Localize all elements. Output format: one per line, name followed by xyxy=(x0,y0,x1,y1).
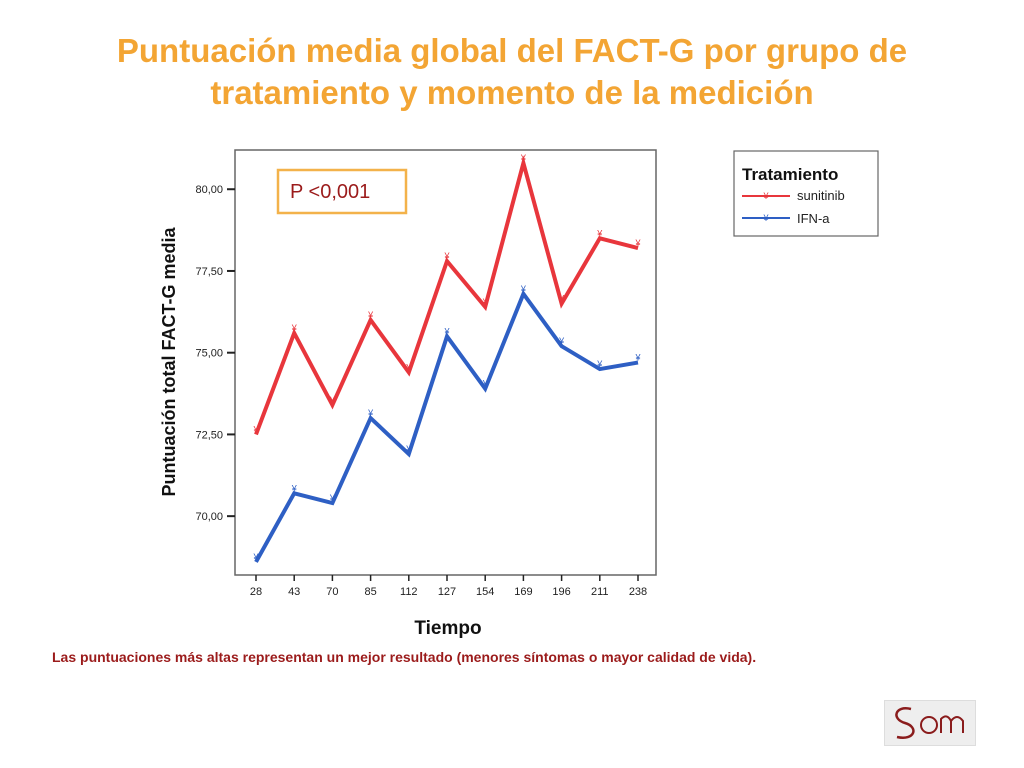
y-axis: 70,00 72,50 75,00 77,50 80,00 xyxy=(195,184,235,523)
legend-title: Tratamiento xyxy=(742,165,838,184)
data-point-ifn-112: ¥ xyxy=(405,444,412,454)
logo-swoosh xyxy=(895,707,915,739)
data-point-sunitinib-112: ¥ xyxy=(405,362,412,372)
data-point-sunitinib-238: ¥ xyxy=(634,238,641,248)
data-point-sunitinib-43: ¥ xyxy=(291,323,298,333)
y-tick-label-2: 75,00 xyxy=(195,348,223,360)
legend-box xyxy=(733,150,879,237)
x-tick-label-10: 238 xyxy=(629,586,647,598)
series-line-sunitinib xyxy=(254,155,639,436)
y-tick-label-3: 77,50 xyxy=(195,266,223,278)
x-tick-label-8: 196 xyxy=(552,586,570,598)
data-point-ifn-43: ¥ xyxy=(291,483,298,493)
x-tick-label-1: 43 xyxy=(288,586,300,598)
x-tick-label-2: 70 xyxy=(326,586,338,598)
slide-title: Puntuación media global del FACT-G por g… xyxy=(20,30,1004,114)
data-point-ifn-238: ¥ xyxy=(634,353,641,363)
data-point-sunitinib-85: ¥ xyxy=(367,310,374,320)
x-tick-label-7: 169 xyxy=(514,586,532,598)
series-line-ifn xyxy=(254,289,639,563)
x-axis: 28 43 70 85 112 127 154 169 196 211 238 xyxy=(250,575,647,598)
data-point-ifn-127: ¥ xyxy=(443,326,450,336)
x-tick-label-0: 28 xyxy=(250,586,262,598)
data-point-ifn-85: ¥ xyxy=(367,408,374,418)
x-tick-label-9: 211 xyxy=(591,586,609,598)
p-value-box xyxy=(276,168,408,215)
data-point-sunitinib-169: ¥ xyxy=(520,153,527,163)
p-value-annotation: P <0,001 xyxy=(276,168,408,215)
data-point-sunitinib-127: ¥ xyxy=(443,251,450,261)
legend: Tratamiento ¥ sunitinib ¥ IFN-a xyxy=(733,150,879,237)
data-point-sunitinib-154: ¥ xyxy=(482,297,489,307)
data-point-ifn-196: ¥ xyxy=(558,336,565,346)
seom-logo xyxy=(884,700,976,746)
data-point-ifn-28: ¥ xyxy=(252,552,259,562)
x-tick-label-5: 127 xyxy=(438,586,456,598)
data-point-sunitinib-70: ¥ xyxy=(329,395,336,405)
series-layer: ¥ ¥ ¥ ¥ ¥ ¥ ¥ ¥ ¥ ¥ ¥ ¥ ¥ ¥ ¥ ¥ ¥ ¥ ¥ ¥ ¥ ¥ xyxy=(252,153,641,563)
y-tick-label-1: 72,50 xyxy=(195,429,223,441)
p-value-text: P <0,001 xyxy=(290,181,370,203)
data-point-sunitinib-196: ¥ xyxy=(558,294,565,304)
y-tick-label-0: 70,00 xyxy=(195,511,223,523)
y-axis-title: Puntuación total FACT-G media xyxy=(159,227,179,497)
title-line-2: tratamiento y momento de la medición xyxy=(210,74,814,111)
x-tick-label-3: 85 xyxy=(364,586,376,598)
data-point-ifn-169: ¥ xyxy=(520,284,527,294)
data-point-ifn-154: ¥ xyxy=(482,379,489,389)
legend-marker-sunitinib: ¥ xyxy=(762,191,769,201)
data-point-sunitinib-28: ¥ xyxy=(252,424,259,434)
x-tick-label-4: 112 xyxy=(400,586,418,598)
legend-label-sunitinib: sunitinib xyxy=(797,188,845,203)
x-axis-title: Tiempo xyxy=(414,618,481,639)
x-tick-label-6: 154 xyxy=(476,586,494,598)
y-tick-label-4: 80,00 xyxy=(195,184,223,196)
title-line-1: Puntuación media global del FACT-G por g… xyxy=(116,32,908,69)
data-point-sunitinib-211: ¥ xyxy=(596,228,603,238)
legend-label-ifn: IFN-a xyxy=(797,211,830,226)
logo-m xyxy=(940,715,964,733)
logo-ring-1 xyxy=(920,716,938,734)
data-point-ifn-211: ¥ xyxy=(596,359,603,369)
data-point-ifn-70: ¥ xyxy=(329,493,336,503)
footnote: Las puntuaciones más altas representan u… xyxy=(52,649,757,665)
legend-marker-ifn: ¥ xyxy=(762,213,769,223)
